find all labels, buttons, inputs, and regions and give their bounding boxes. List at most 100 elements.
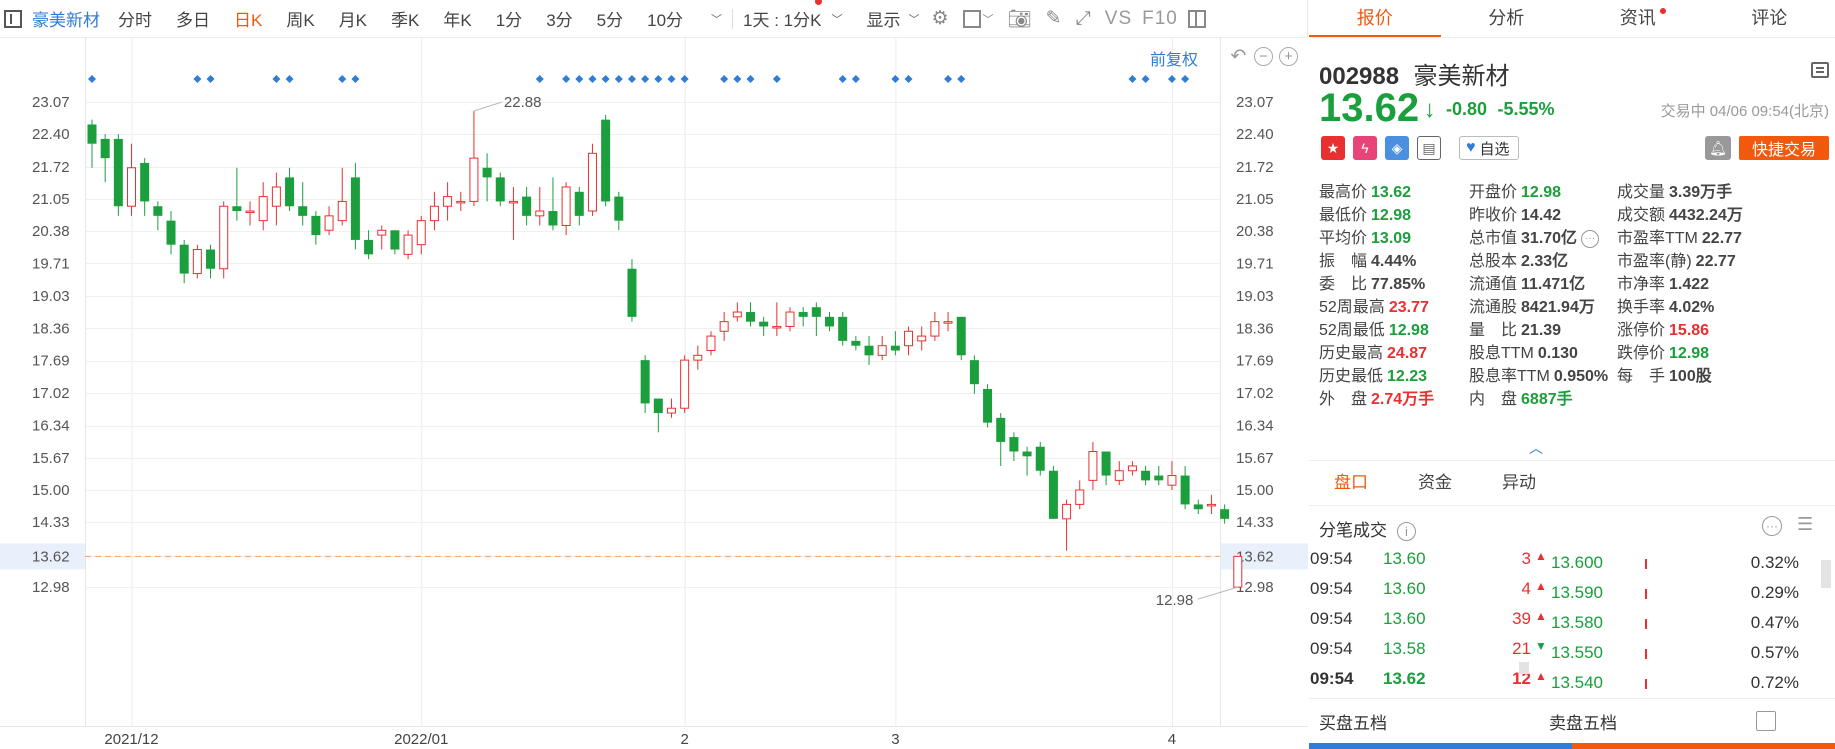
period-select[interactable]: 1天 : 1分K	[743, 0, 823, 31]
stat-value: 100股	[1669, 368, 1712, 385]
add-watchlist-button[interactable]: ♥ 自选	[1459, 136, 1519, 160]
up-triangle-icon: ▲	[1535, 669, 1547, 683]
event-marker-diamond-icon	[1128, 75, 1137, 83]
kline-chart[interactable]: 23.07 23.07 22.40 22.40 21.72 21.72 21.05 21.05…	[0, 38, 1308, 749]
stat-cell: 总股本 2.33亿	[1469, 247, 1568, 271]
alert-bell-icon[interactable]: 🔔︎	[1705, 136, 1731, 160]
y-tick-current-left: 13.62	[32, 548, 70, 565]
tab-quote[interactable]: 报价	[1309, 0, 1441, 37]
list-icon[interactable]	[1811, 62, 1829, 78]
sidebar-toggle-icon[interactable]	[4, 9, 22, 28]
more-options-icon[interactable]: ···	[1762, 516, 1782, 536]
y-tick-label-left: 23.07	[32, 94, 70, 111]
period-tab[interactable]: 年K	[443, 11, 472, 30]
side-panel-icon[interactable]	[1187, 9, 1206, 28]
tab-capital[interactable]: 资金	[1418, 473, 1452, 492]
tab-analysis[interactable]: 分析	[1488, 8, 1525, 28]
candle-body	[890, 345, 900, 351]
watchlist-label: 自选	[1479, 140, 1510, 158]
stat-label: 成交量	[1617, 184, 1666, 201]
y-tick-label-right: 17.69	[1236, 353, 1274, 370]
level-bar	[1645, 649, 1647, 659]
note-icon[interactable]: ▤	[1417, 136, 1441, 160]
tab-anomaly[interactable]: 异动	[1502, 473, 1536, 492]
display-chevron-icon[interactable]: ﹀	[908, 13, 920, 26]
period-tab[interactable]: 多日	[176, 11, 210, 30]
period-tab[interactable]: 3分	[546, 11, 573, 30]
candle-body	[1088, 451, 1098, 481]
y-tick-label-right: 20.38	[1236, 223, 1274, 240]
period-tab[interactable]: 月K	[338, 11, 368, 30]
candle-body	[877, 345, 887, 356]
candle-body	[258, 196, 268, 222]
f10-button[interactable]: F10	[1142, 7, 1178, 29]
level-ratio: 0.47%	[1750, 613, 1799, 632]
stat-value: 31.70亿	[1521, 230, 1578, 247]
info-icon[interactable]: i	[1397, 522, 1416, 542]
ticks-scrollbar[interactable]	[1821, 560, 1831, 588]
fullscreen-icon[interactable]: ⤢	[1075, 7, 1091, 29]
expand-stats-chevron-icon[interactable]: ︿	[1529, 440, 1543, 456]
y-tick-label-left: 21.05	[32, 191, 70, 208]
period-tab[interactable]: 10分	[647, 11, 684, 30]
candle-body	[627, 268, 637, 317]
menu-icon[interactable]: ☰	[1797, 514, 1813, 534]
stat-label: 每 手	[1617, 368, 1666, 385]
period-tab[interactable]: 日K	[234, 11, 263, 30]
candle-body	[87, 124, 97, 144]
quick-trade-button[interactable]: 快捷交易	[1739, 136, 1829, 160]
lightning-icon[interactable]: ϟ	[1353, 136, 1377, 160]
period-select-chevron-icon[interactable]: ﹀	[831, 13, 843, 26]
period-tab[interactable]: 季K	[391, 11, 420, 30]
draw-pencil-icon[interactable]: ✎	[1045, 8, 1062, 29]
tick-price: 13.60	[1383, 609, 1426, 628]
reset-zoom-icon[interactable]: ↶	[1230, 46, 1247, 67]
candle-body	[904, 330, 914, 347]
candle	[825, 312, 835, 332]
candle-body	[166, 220, 176, 245]
orderbook-toggle-icon[interactable]	[1756, 711, 1776, 731]
candle	[732, 302, 742, 322]
vs-compare-button[interactable]: VS	[1104, 7, 1133, 29]
period-tab[interactable]: 分时	[118, 11, 152, 30]
display-menu[interactable]: 显示	[866, 11, 901, 30]
candle-body	[495, 177, 505, 202]
stat-value: 12.98	[1669, 345, 1710, 362]
event-marker-diamond-icon	[1141, 75, 1150, 83]
tag-icon[interactable]: ◈	[1385, 136, 1409, 160]
stock-name-link[interactable]: 豪美新材	[32, 11, 100, 30]
zoom-out-icon[interactable]: −	[1254, 47, 1273, 66]
period-tab[interactable]: 周K	[286, 11, 315, 30]
candle	[429, 191, 439, 231]
zoom-in-icon[interactable]: +	[1279, 47, 1298, 66]
camera-icon[interactable]: 📷︎	[1007, 8, 1032, 30]
tab-orderbook[interactable]: 盘口	[1334, 473, 1368, 492]
more-periods-chevron-icon[interactable]: ﹀	[711, 13, 723, 26]
more-options-icon[interactable]: ···	[1581, 229, 1600, 248]
price-adjust-button[interactable]: 前复权	[1150, 52, 1199, 69]
period-tab[interactable]: 1分	[495, 11, 523, 30]
level-price: 13.540	[1551, 673, 1603, 692]
tab-comments[interactable]: 评论	[1751, 8, 1788, 28]
tick-row: 09:54 13.60 3 13.600 0.32% ▲	[1309, 545, 1835, 575]
candle-body	[601, 119, 611, 202]
ticks-scroll-marker[interactable]	[1519, 662, 1529, 674]
candle-body	[377, 229, 387, 236]
candle	[100, 134, 110, 183]
period-tabs: 分时 多日 日K 周K 月K 季K 年K 1分 3分 5分 10分	[118, 6, 707, 31]
settings-gear-icon[interactable]: ⚙	[931, 8, 949, 29]
candle	[983, 384, 993, 428]
chart-style-icon[interactable]: ﹀	[962, 9, 994, 28]
stat-label: 52周最高	[1319, 299, 1385, 316]
y-tick-label-right: 19.03	[1236, 288, 1274, 305]
stat-cell: 涨停价 15.86	[1617, 316, 1709, 340]
level-bar	[1645, 589, 1647, 599]
candle	[1009, 432, 1019, 462]
stat-cell: 量 比 21.39	[1469, 316, 1561, 340]
candle	[877, 336, 887, 361]
tab-news[interactable]: 资讯	[1572, 0, 1704, 37]
x-tick-label: 3	[891, 731, 899, 748]
candle	[403, 230, 413, 260]
stat-value: 1.422	[1669, 276, 1710, 293]
period-tab[interactable]: 5分	[596, 11, 624, 30]
